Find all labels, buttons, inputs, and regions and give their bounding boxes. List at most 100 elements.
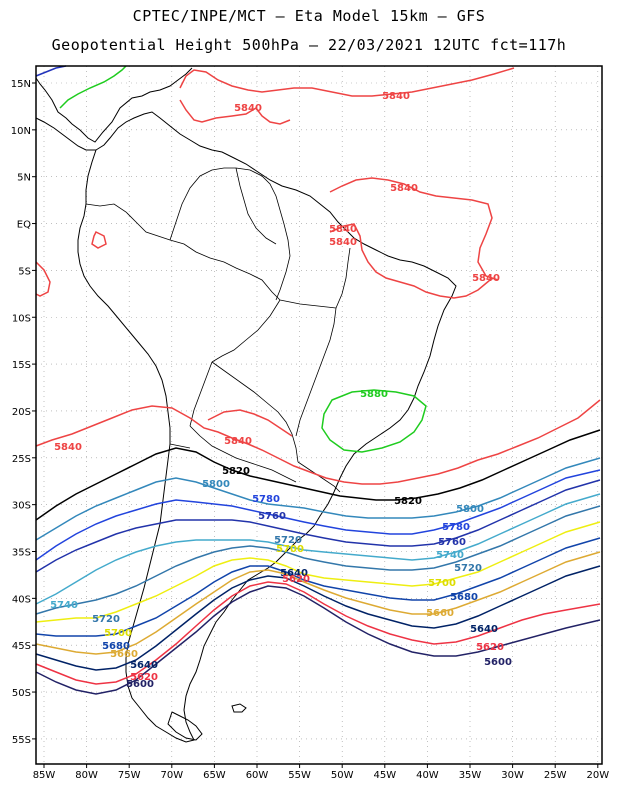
- contour-label: 5840: [329, 224, 357, 235]
- contour-label: 5840: [329, 237, 357, 248]
- lat-tick-label: 40S: [12, 594, 31, 605]
- lat-tick-label: 30S: [12, 501, 31, 512]
- contour-label: 5700: [428, 578, 456, 589]
- contour-5840-coast: [329, 223, 491, 299]
- lat-tick-label: 10S: [12, 313, 31, 324]
- contour-label: 5740: [50, 600, 78, 611]
- falkland-islands: [231, 703, 247, 713]
- latitude-labels: 15N 10N 5N EQ 5S 10S 15S 20S 25S 30S 35S 40S 45S 50S 5…: [11, 79, 36, 746]
- lon-tick-label: 85W: [33, 770, 56, 781]
- contour-5880-north: [59, 65, 127, 109]
- contour-label: 5620: [282, 574, 310, 585]
- contour-label: 5660: [110, 649, 138, 660]
- contour-5700: [35, 521, 601, 623]
- lon-tick-label: 30W: [501, 770, 524, 781]
- country-borders: [85, 167, 351, 493]
- lat-tick-label: 15S: [12, 360, 31, 371]
- lat-tick-label: 15N: [11, 79, 31, 90]
- lon-tick-label: 50W: [331, 770, 354, 781]
- contour-label: 5720: [92, 614, 120, 625]
- contour-label: 5840: [54, 442, 82, 453]
- contour-5840-amazon: [329, 177, 499, 281]
- contour-label: 5740: [436, 550, 464, 561]
- contour-label: 5600: [484, 657, 512, 668]
- lat-tick-label: 35S: [12, 548, 31, 559]
- contour-label: 5680: [102, 641, 130, 652]
- contour-label: 5600: [126, 679, 154, 690]
- lat-tick-label: 10N: [11, 126, 31, 137]
- contour-5880: [321, 389, 427, 453]
- contour-5600: [35, 585, 601, 695]
- longitude-labels: 85W 80W 75W 70W 65W 60W 55W 50W 45W 40W 35W 30W 25W 2…: [33, 764, 609, 781]
- lat-tick-label: 55S: [12, 735, 31, 746]
- lon-tick-label: 60W: [246, 770, 269, 781]
- contour-label: 5820: [222, 466, 250, 477]
- south-america-coastline: [77, 111, 457, 743]
- contour-5680: [35, 537, 601, 637]
- contour-5640: [35, 565, 601, 671]
- contour-5780: [35, 469, 601, 561]
- contour-label: 5840: [390, 183, 418, 194]
- lat-tick-label: 20S: [12, 407, 31, 418]
- contour-labels: 5840 5840 5840 5840 5840 5840 5840 5840 5880 5820…: [50, 91, 512, 690]
- tierra-del-fuego: [167, 711, 203, 741]
- lon-tick-label: 20W: [586, 770, 609, 781]
- lat-tick-label: 50S: [12, 688, 31, 699]
- lat-tick-label: 25S: [12, 454, 31, 465]
- contour-label: 5640: [280, 568, 308, 579]
- contour-label: 5720: [274, 535, 302, 546]
- contour-label: 5780: [442, 522, 470, 533]
- lat-tick-label: 45S: [12, 641, 31, 652]
- lon-tick-label: 25W: [544, 770, 567, 781]
- contour-5800: [35, 457, 601, 541]
- contour-label: 5620: [130, 672, 158, 683]
- central-america-pacific: [35, 117, 96, 151]
- contour-label: 5840: [382, 91, 410, 102]
- lon-tick-label: 65W: [203, 770, 226, 781]
- contour-label: 5680: [450, 592, 478, 603]
- chart-subtitle: Geopotential Height 500hPa – 22/03/2021 …: [51, 36, 567, 54]
- contour-label: 5840: [224, 436, 252, 447]
- contour-5840-west2: [91, 230, 107, 249]
- contour-5840-sub: [179, 99, 291, 125]
- contour-label: 5840: [234, 103, 262, 114]
- contour-label: 5720: [454, 563, 482, 574]
- lon-tick-label: 75W: [118, 770, 141, 781]
- lon-tick-label: 40W: [416, 770, 439, 781]
- contour-5820: [35, 429, 601, 521]
- contour-label: 5640: [470, 624, 498, 635]
- contour-label: 5800: [202, 479, 230, 490]
- lat-tick-label: 5N: [17, 173, 31, 184]
- contour-5860-north: [35, 65, 67, 77]
- contour-label: 5700: [104, 628, 132, 639]
- lon-tick-label: 35W: [459, 770, 482, 781]
- contour-label: 5700: [276, 544, 304, 555]
- lat-tick-label: 5S: [18, 266, 31, 277]
- contour-label: 5780: [252, 494, 280, 505]
- contour-label: 5660: [426, 608, 454, 619]
- contour-5840-south2: [207, 409, 293, 437]
- contour-label: 5760: [258, 511, 286, 522]
- contour-5760: [35, 479, 601, 573]
- lon-tick-label: 70W: [160, 770, 183, 781]
- continent-outline: [35, 67, 457, 743]
- contour-label: 5640: [130, 660, 158, 671]
- lon-tick-label: 55W: [288, 770, 311, 781]
- chart-title: CPTEC/INPE/MCT – Eta Model 15km – GFS: [132, 7, 486, 25]
- contour-5840-north: [179, 67, 515, 97]
- contour-label: 5620: [476, 642, 504, 653]
- contour-label: 5760: [438, 537, 466, 548]
- contour-5720: [35, 505, 601, 615]
- central-america-coast: [35, 67, 193, 143]
- contour-label: 5880: [360, 389, 388, 400]
- contour-5840-west: [35, 261, 51, 297]
- lon-tick-label: 45W: [373, 770, 396, 781]
- contour-label: 5840: [472, 273, 500, 284]
- contour-5740: [35, 493, 601, 605]
- contour-label: 5800: [456, 504, 484, 515]
- contour-5840-south: [35, 399, 601, 485]
- contour-5620: [35, 581, 601, 685]
- contour-lines: [35, 65, 601, 695]
- contour-label: 5820: [394, 496, 422, 507]
